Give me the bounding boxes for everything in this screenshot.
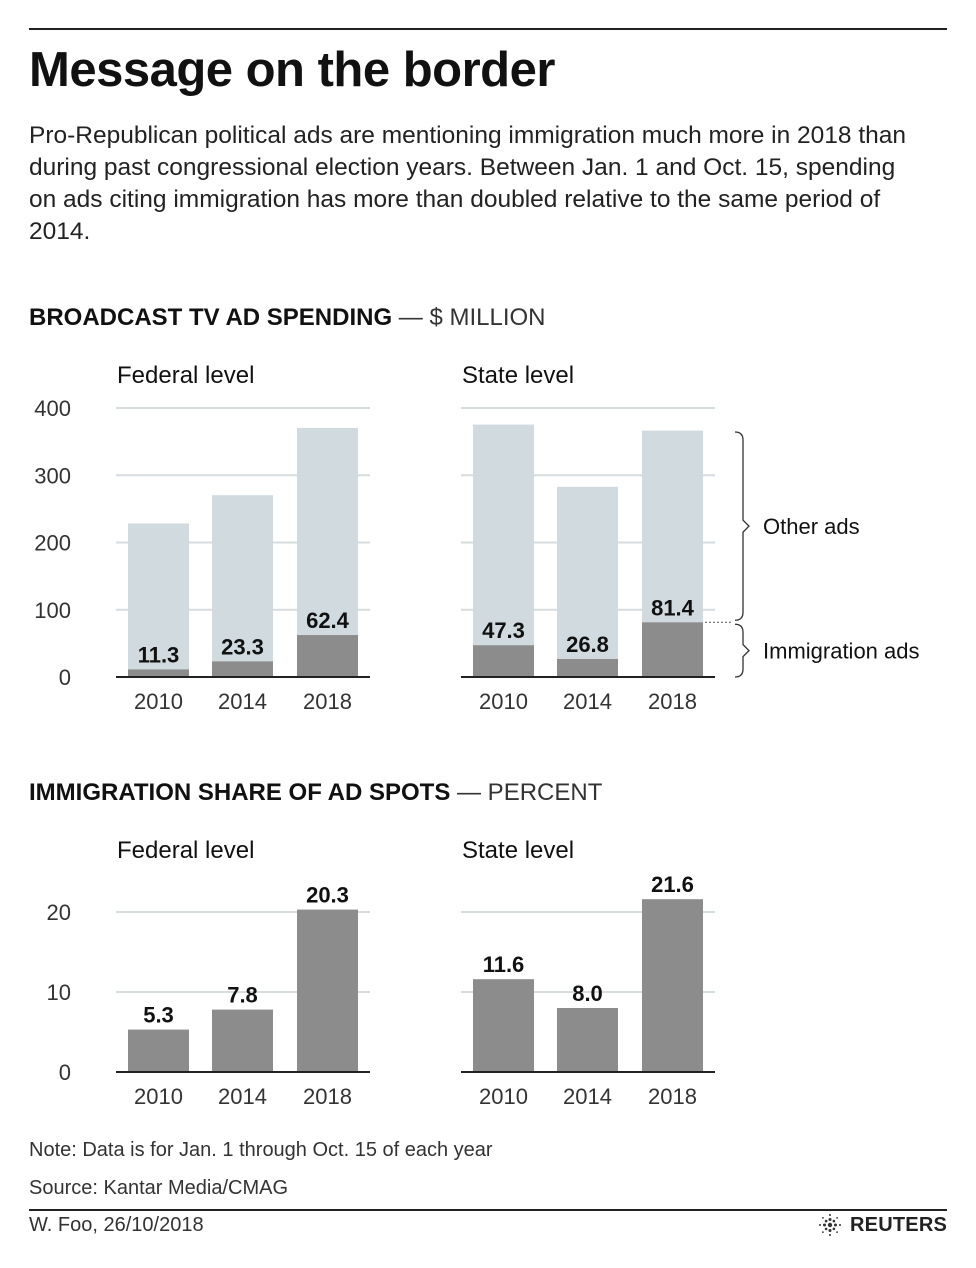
federal-spending-xtick-label: 2010 bbox=[134, 689, 183, 714]
federal-spending-title: Federal level bbox=[117, 362, 254, 389]
federal-spending-bar-immigration-2018 bbox=[297, 635, 358, 677]
state-spending-xtick-label: 2014 bbox=[563, 689, 612, 714]
legend-label-immigration: Immigration ads bbox=[763, 639, 920, 664]
federal-spending-xtick-label: 2014 bbox=[218, 689, 267, 714]
federal-spending-data-label-2018: 62.4 bbox=[306, 608, 350, 633]
section-heading-share-title: IMMIGRATION SHARE OF AD SPOTS bbox=[29, 779, 451, 806]
state-spending-xtick-label: 2010 bbox=[479, 689, 528, 714]
section-heading-spending: BROADCAST TV AD SPENDING — $ MILLION bbox=[29, 304, 546, 332]
chart-state-share: State level 11.6 2010 8.0 2014 21.6 2018 bbox=[461, 837, 715, 1109]
federal-spending-bar-immigration-2010 bbox=[128, 669, 189, 677]
state-spending-bar-other-2014 bbox=[557, 486, 618, 659]
federal-share-bar-2018 bbox=[297, 909, 358, 1072]
federal-spending-data-label-2010: 11.3 bbox=[138, 642, 180, 667]
chart-title: Message on the border bbox=[29, 43, 555, 97]
state-spending-bar-immigration-2014 bbox=[557, 658, 618, 677]
federal-spending-data-label-2014: 23.3 bbox=[221, 634, 264, 659]
state-share-xtick-label: 2014 bbox=[563, 1084, 612, 1109]
federal-share-title: Federal level bbox=[117, 837, 254, 864]
credit-line: W. Foo, 26/10/2018 bbox=[29, 1214, 204, 1236]
federal-spending-ytick-label: 200 bbox=[34, 531, 71, 556]
state-share-bar-2018 bbox=[642, 899, 703, 1072]
state-spending-bar-other-2018 bbox=[642, 430, 703, 623]
federal-share-ytick-label: 0 bbox=[59, 1060, 71, 1085]
state-spending-xtick-label: 2018 bbox=[648, 689, 697, 714]
bottom-rule bbox=[29, 1209, 947, 1211]
state-share-bar-2014 bbox=[557, 1008, 618, 1072]
federal-spending-bar-other-2010 bbox=[128, 523, 189, 670]
chart-federal-share: Federal level 0 10 20 5.3 2010 7.8 2014 20.3 2018 bbox=[47, 837, 370, 1109]
reuters-logo: REUTERS bbox=[818, 1213, 947, 1237]
section-heading-spending-unit: — $ MILLION bbox=[392, 304, 546, 331]
section-heading-share: IMMIGRATION SHARE OF AD SPOTS — PERCENT bbox=[29, 779, 602, 807]
state-share-data-label-2014: 8.0 bbox=[572, 981, 603, 1006]
share-charts: Federal level 0 10 20 5.3 2010 7.8 2014 20.3 2018… bbox=[47, 837, 715, 1109]
federal-spending-bar-other-2018 bbox=[297, 427, 358, 636]
federal-share-data-label-2014: 7.8 bbox=[227, 983, 258, 1008]
state-spending-data-label-2018: 81.4 bbox=[651, 595, 695, 620]
state-spending-data-label-2014: 26.8 bbox=[566, 632, 609, 657]
federal-spending-bar-other-2014 bbox=[212, 495, 273, 662]
state-spending-bar-immigration-2018 bbox=[642, 622, 703, 677]
source-line: Source: Kantar Media/CMAG bbox=[29, 1177, 288, 1199]
federal-share-ytick-label: 20 bbox=[47, 900, 71, 925]
chart-state-spending: State level 47.3 2010 26.8 2014 81.4 2018 Other… bbox=[461, 362, 920, 714]
other-ads-brace bbox=[734, 431, 750, 621]
state-share-xtick-label: 2010 bbox=[479, 1084, 528, 1109]
reuters-logo-text: REUTERS bbox=[850, 1213, 947, 1236]
state-spending-bar-immigration-2010 bbox=[473, 645, 534, 677]
section-heading-spending-title: BROADCAST TV AD SPENDING bbox=[29, 304, 393, 331]
state-share-data-label-2018: 21.6 bbox=[651, 872, 694, 897]
top-rule bbox=[29, 28, 947, 30]
federal-share-data-label-2010: 5.3 bbox=[143, 1003, 174, 1028]
legend: Other ads Immigration ads bbox=[705, 431, 920, 678]
state-share-bar-2010 bbox=[473, 979, 534, 1072]
state-share-data-label-2010: 11.6 bbox=[483, 952, 525, 977]
federal-share-data-label-2018: 20.3 bbox=[306, 883, 349, 908]
federal-spending-ytick-label: 100 bbox=[34, 598, 71, 623]
federal-spending-xtick-label: 2018 bbox=[303, 689, 352, 714]
legend-label-other: Other ads bbox=[763, 514, 860, 539]
section-heading-share-unit: — PERCENT bbox=[450, 779, 603, 806]
state-share-title: State level bbox=[462, 837, 574, 864]
federal-share-xtick-label: 2010 bbox=[134, 1084, 183, 1109]
chart-subtitle: Pro-Republican political ads are mention… bbox=[29, 122, 907, 245]
spending-charts: Federal level 0 100 200 300 400 11.3 2010 23.3 20… bbox=[34, 362, 920, 714]
footnote: Note: Data is for Jan. 1 through Oct. 15… bbox=[29, 1139, 493, 1161]
state-spending-data-label-2010: 47.3 bbox=[482, 618, 525, 643]
federal-spending-ytick-label: 300 bbox=[34, 463, 71, 488]
federal-share-bar-2014 bbox=[212, 1009, 273, 1072]
federal-share-bar-2010 bbox=[128, 1029, 189, 1072]
federal-share-xtick-label: 2014 bbox=[218, 1084, 267, 1109]
federal-spending-ytick-label: 400 bbox=[34, 396, 71, 421]
immigration-ads-brace bbox=[734, 623, 750, 678]
federal-spending-bar-immigration-2014 bbox=[212, 661, 273, 677]
federal-share-ytick-label: 10 bbox=[47, 980, 71, 1005]
state-spending-bar-other-2010 bbox=[473, 424, 534, 646]
chart-federal-spending: Federal level 0 100 200 300 400 11.3 2010 23.3 20… bbox=[34, 362, 370, 714]
federal-spending-ytick-label: 0 bbox=[59, 665, 71, 690]
state-spending-title: State level bbox=[462, 362, 574, 389]
federal-share-xtick-label: 2018 bbox=[303, 1084, 352, 1109]
reuters-logo-icon bbox=[819, 1214, 842, 1236]
state-share-xtick-label: 2018 bbox=[648, 1084, 697, 1109]
